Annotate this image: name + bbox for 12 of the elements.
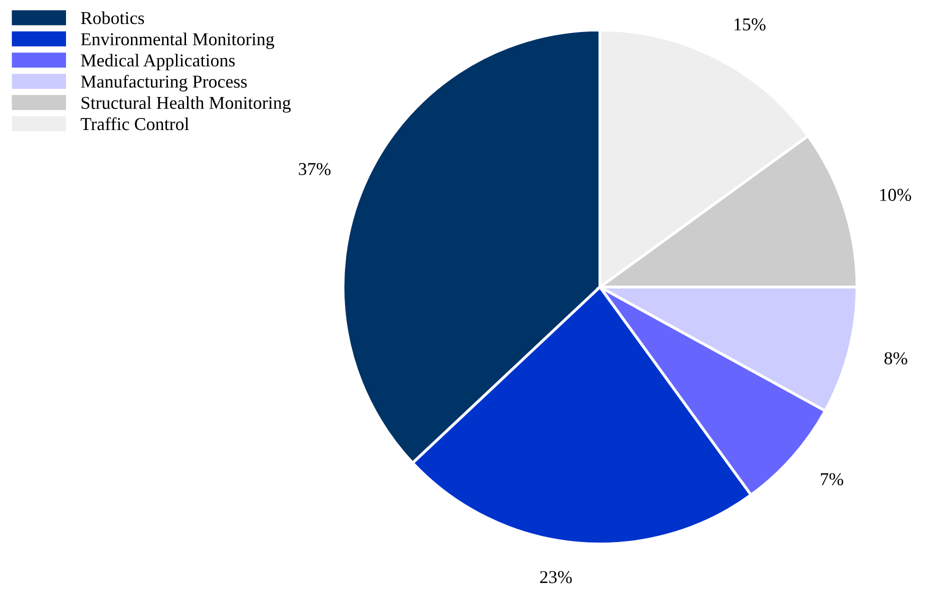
data-label: 8% <box>884 352 908 364</box>
legend-label: Structural Health Monitoring <box>82 96 291 113</box>
legend-label: Robotics <box>80 11 144 24</box>
legend-label: Environmental Monitoring <box>80 32 274 50</box>
data-label: 10% <box>880 188 912 202</box>
data-label: 37% <box>298 162 330 176</box>
data-label: 7% <box>820 473 844 486</box>
data-label: 23% <box>540 571 572 584</box>
legend-label: Traffic Control <box>80 117 189 130</box>
legend-label: Medical Applications <box>80 54 235 70</box>
data-label: 15% <box>734 18 766 31</box>
legend-label: Manufacturing Process <box>80 74 247 92</box>
